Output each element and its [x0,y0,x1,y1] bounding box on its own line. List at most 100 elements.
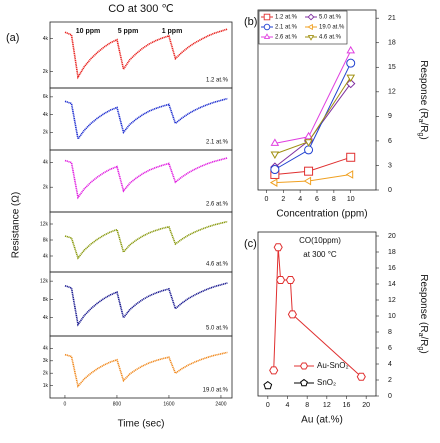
x-tick-label: 2 [281,196,285,203]
data-line [274,83,352,168]
y-axis-label-part: /R [418,123,429,133]
y-tick-label: 2k [43,69,49,75]
x-tick-label: 16 [343,402,351,409]
x-tick-label: 4 [298,196,302,203]
data-line [64,157,228,200]
legend-label: 2.6 at.% [275,35,298,41]
y-axis-label-part: ) [418,136,429,139]
subplot-frame [49,271,233,337]
y-tick-label: 15 [388,64,396,71]
x-tick-label: 0 [266,402,270,409]
y-tick-label: 1k [43,383,49,389]
panel-label: (a) [6,32,19,44]
y-tick-label: 12 [388,89,396,96]
y-tick-label: 4k [43,160,49,166]
marker [273,243,283,252]
subplot-frame [49,211,233,273]
subplot-frame [49,335,233,399]
y-axis-label-part: a [417,333,424,337]
marker [307,13,315,21]
marker [304,131,313,140]
y-tick-label: 8k [43,297,49,303]
data-line [64,351,228,388]
y-tick-label: 12 [388,297,396,304]
marker [307,23,313,31]
y-tick-label: 21 [388,15,396,22]
marker [346,152,356,162]
y-tick-label: 6k [43,94,49,100]
x-tick-label: 0 [264,196,268,203]
data-line [274,174,351,184]
marker [300,378,308,387]
series-label: 2.6 at.% [206,202,229,208]
annotation: 5 ppm [118,28,139,35]
annotation: 1 ppm [162,28,183,35]
marker [263,33,271,39]
y-tick-label: 18 [388,249,396,256]
series-label: 4.6 at.% [206,262,229,268]
y-tick-label: 6 [388,345,392,352]
y-axis-label-part: Response (R [418,60,429,118]
marker [270,138,280,146]
y-tick-label: 4k [43,315,49,321]
y-tick-label: 6 [388,138,392,145]
legend-label: 19.0 at.% [319,25,345,31]
marker [270,165,280,175]
y-tick-label: 18 [388,40,396,47]
y-tick-label: 4k [43,36,49,42]
annotation: 10 ppm [76,28,101,35]
x-tick-label: 10 [347,196,355,203]
y-axis-label: Response (Ra/Rg) [417,274,430,354]
x-tick-label: 20 [362,402,370,409]
series-label: 1.2 at.% [206,78,229,84]
series-label: 2.1 at.% [206,140,229,146]
data-line [64,282,228,327]
data-line [64,220,228,260]
y-axis-label-part: /R [418,337,429,347]
y-tick-label: 20 [388,233,396,240]
marker [346,45,356,54]
annotation: at 300 °C [303,250,337,259]
subplot-frame [49,87,233,151]
marker [269,366,279,375]
x-axis-label: Concentration (ppm) [276,209,367,220]
y-axis-label: Response (Ra/Rg) [417,60,430,140]
marker [345,170,354,179]
data-line [274,62,352,170]
y-tick-label: 0 [388,187,392,194]
y-tick-label: 4k [43,253,49,259]
data-line [274,76,352,155]
legend-label: 2.1 at.% [275,25,298,31]
x-tick-label: 8 [305,402,309,409]
y-tick-label: 10 [388,313,396,320]
x-axis-label: Time (sec) [118,419,165,430]
data-line [274,50,352,144]
legend-label: 4.6 at.% [319,35,342,41]
legend-label: 1.2 at.% [275,15,298,21]
marker [263,380,273,390]
annotation: CO(10ppm) [299,236,341,245]
data-line [273,247,362,378]
legend-frame [258,10,348,45]
marker [287,310,297,319]
y-tick-label: 9 [388,113,392,120]
marker [346,74,356,83]
series-label: 19.0 at.% [203,388,229,394]
x-tick-label: 8 [332,196,336,203]
x-tick-label: 6 [315,196,319,203]
legend-label: Au-SnO₂ [317,361,349,370]
plot-frame [257,231,377,397]
marker [304,166,314,176]
y-tick-label: 2k [43,185,49,191]
y-tick-label: 3 [388,162,392,169]
y-tick-label: 8k [43,237,49,243]
y-tick-label: 2 [388,377,392,384]
y-axis-label-part: Response (R [418,274,429,332]
y-tick-label: 16 [388,265,396,272]
data-line [64,97,228,141]
subplot-frame [49,149,233,213]
marker [303,176,312,186]
y-axis-label-part: g [417,347,424,351]
data-line [64,28,228,80]
